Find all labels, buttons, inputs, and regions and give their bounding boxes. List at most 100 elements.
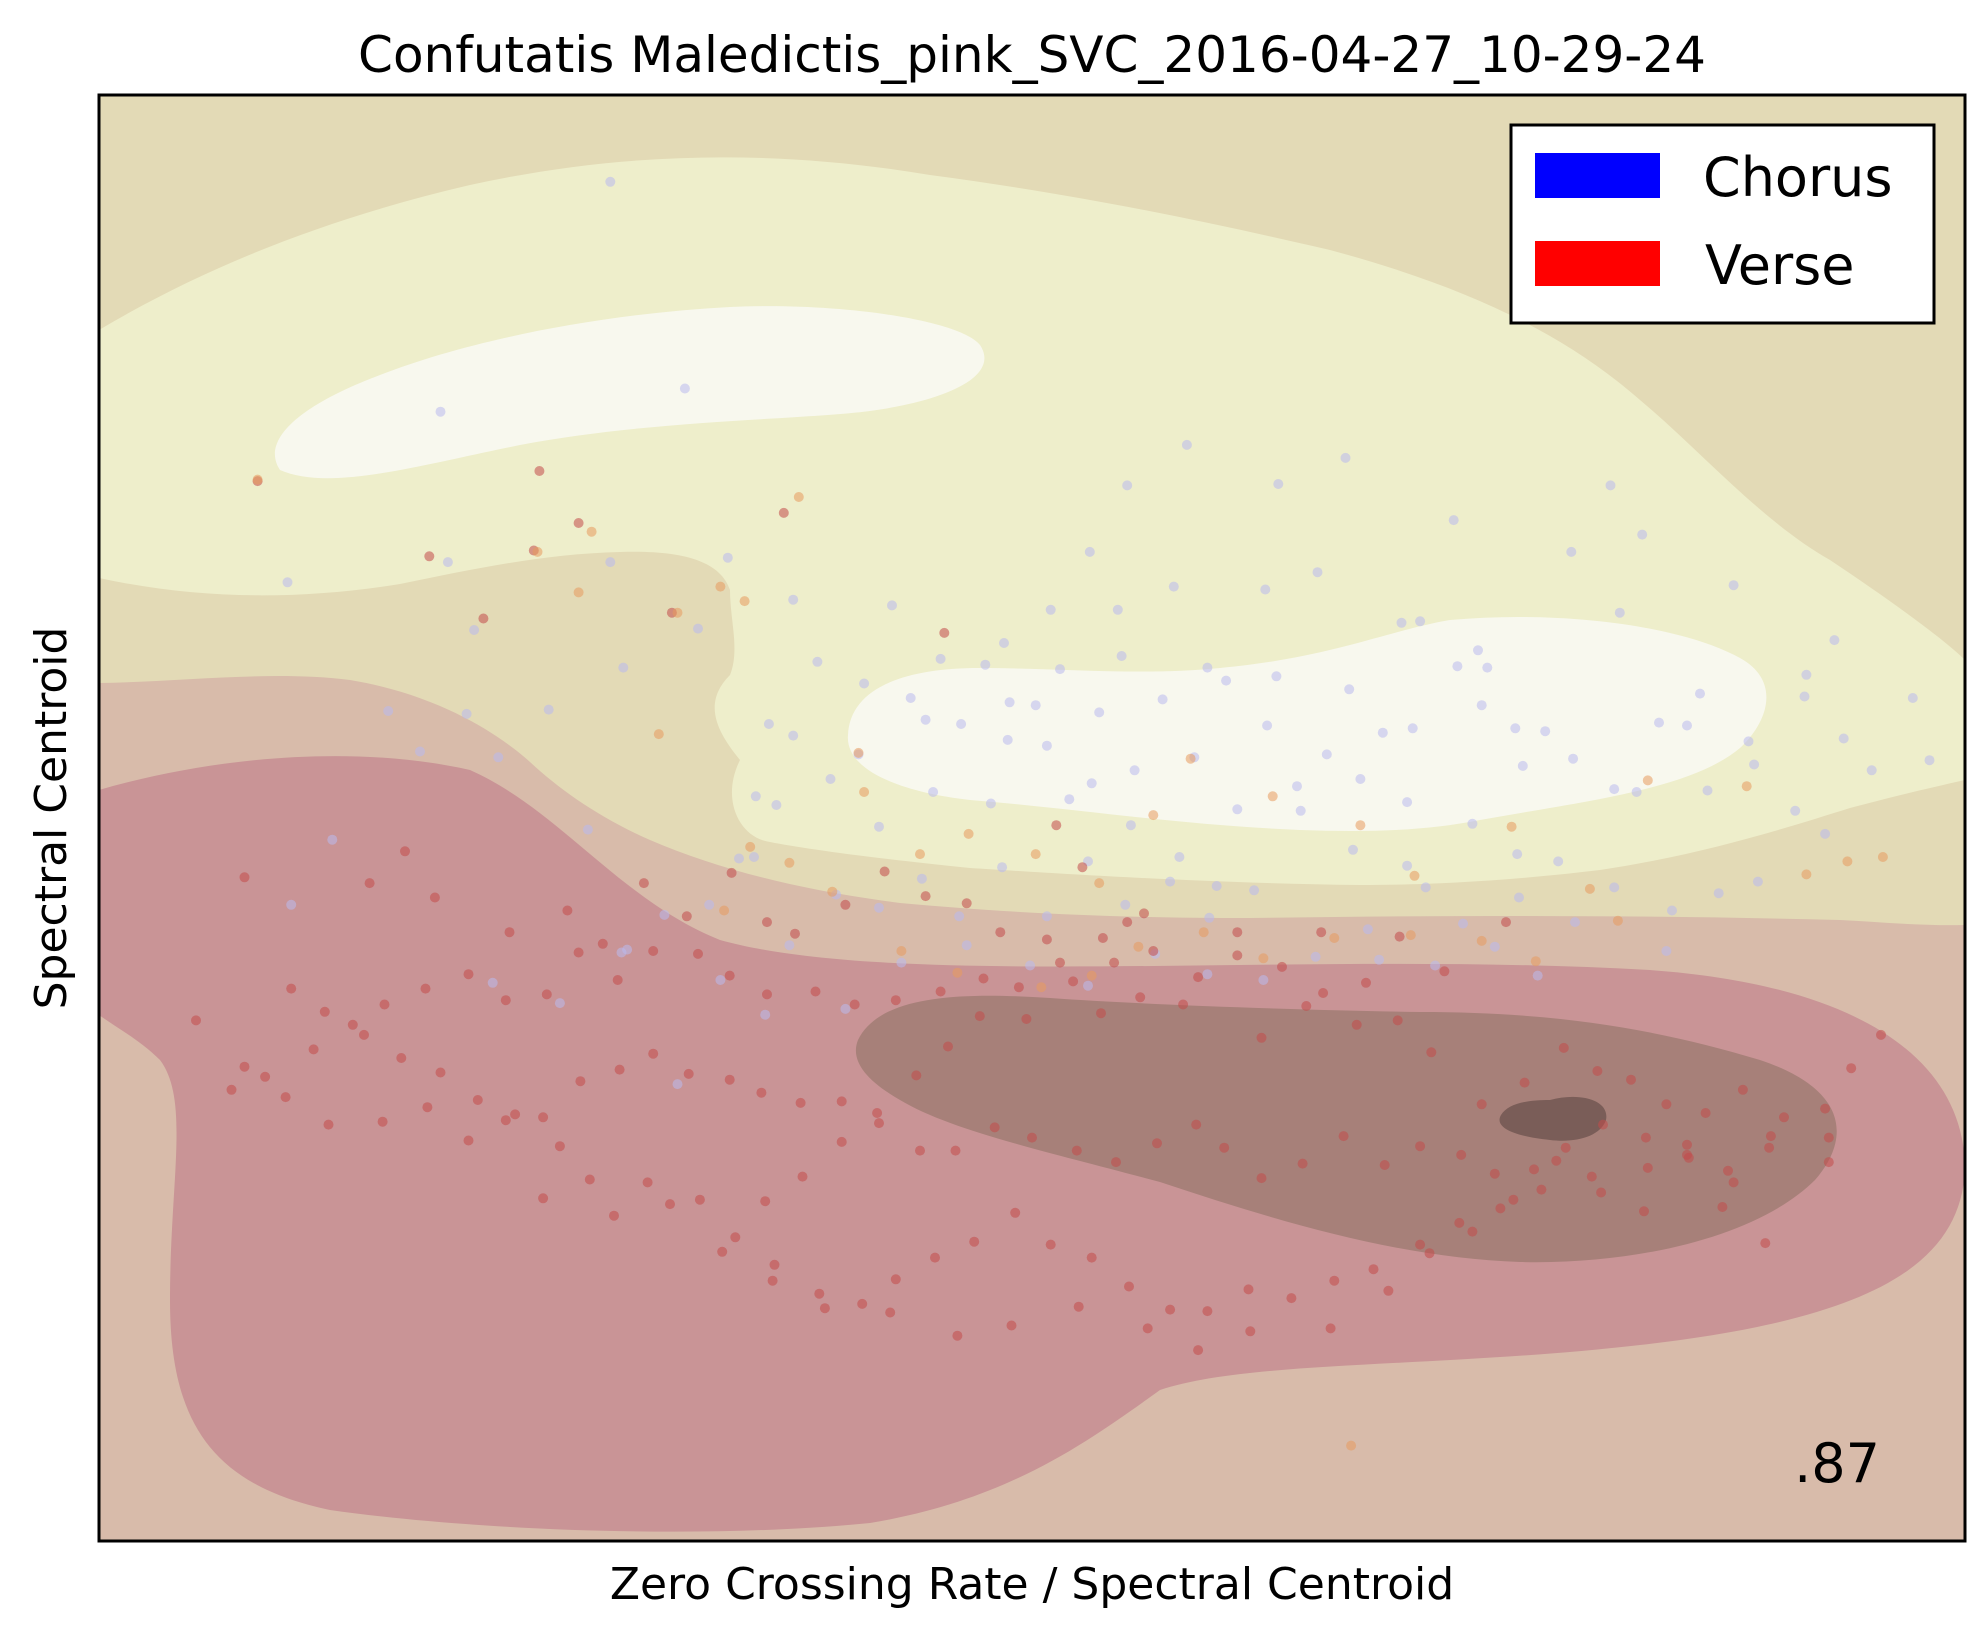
data-point: [1368, 1264, 1379, 1275]
data-point: [1519, 1077, 1530, 1088]
data-point: [1454, 1217, 1465, 1228]
data-point: [1122, 480, 1133, 491]
data-point: [239, 872, 250, 883]
data-point: [793, 492, 804, 502]
data-point: [1232, 950, 1243, 961]
data-point: [1355, 820, 1366, 831]
data-point: [1420, 882, 1431, 893]
data-point: [1415, 1239, 1426, 1250]
data-point: [1612, 915, 1623, 926]
data-point: [1297, 1158, 1308, 1169]
data-point: [726, 867, 737, 878]
data-point: [1077, 862, 1088, 873]
data-point: [1409, 870, 1420, 881]
data-point: [954, 911, 965, 922]
data-point: [1094, 878, 1105, 889]
data-point: [999, 638, 1009, 648]
data-point: [1142, 1323, 1153, 1334]
data-point: [1467, 1226, 1478, 1237]
data-point: [582, 824, 593, 835]
data-point: [857, 1298, 868, 1309]
data-point: [1004, 697, 1015, 708]
data-point: [819, 1303, 830, 1314]
data-point: [1642, 1162, 1653, 1173]
data-point: [1383, 1285, 1394, 1296]
data-point: [500, 995, 511, 1006]
data-point: [597, 938, 608, 949]
region-verse-dark: [855, 995, 1837, 1263]
data-point: [280, 1092, 291, 1103]
data-point: [1344, 684, 1355, 695]
data-point: [1402, 797, 1413, 808]
data-point: [1325, 1323, 1336, 1334]
data-point: [584, 1174, 595, 1185]
data-point: [1876, 1029, 1886, 1040]
data-point: [1510, 723, 1521, 734]
data-point: [429, 892, 440, 903]
data-point: [1073, 1301, 1084, 1312]
legend-label-chorus: Chorus: [1703, 146, 1893, 209]
data-point: [694, 1194, 705, 1205]
data-point: [1415, 616, 1426, 627]
data-point: [1202, 969, 1213, 980]
data-point: [1204, 912, 1215, 923]
data-point: [420, 983, 431, 994]
data-point: [478, 613, 489, 624]
data-point: [840, 1003, 851, 1014]
data-point: [1495, 1203, 1506, 1214]
data-point: [1823, 1157, 1834, 1168]
data-point: [1202, 662, 1213, 673]
data-point: [1219, 1142, 1230, 1153]
data-point: [1728, 1177, 1739, 1188]
legend-swatch-chorus: [1535, 153, 1660, 198]
data-point: [1193, 1345, 1204, 1356]
data-point: [359, 1029, 369, 1040]
data-point: [191, 1015, 201, 1026]
data-point: [715, 581, 726, 592]
data-point: [836, 1136, 847, 1147]
data-point: [1637, 529, 1648, 540]
data-point: [905, 693, 916, 703]
data-point: [642, 1177, 653, 1188]
data-point: [1728, 580, 1739, 591]
data-point: [995, 927, 1006, 938]
data-point: [1122, 917, 1133, 928]
data-point: [286, 983, 297, 994]
data-point: [1823, 1132, 1834, 1143]
data-point: [788, 730, 799, 741]
data-point: [812, 656, 823, 667]
data-point: [1292, 781, 1302, 792]
data-point: [1178, 999, 1189, 1010]
data-point: [532, 546, 543, 557]
data-point: [562, 905, 573, 916]
data-point: [961, 940, 972, 951]
data-point: [896, 957, 907, 968]
data-point: [1021, 1014, 1032, 1024]
data-point: [612, 975, 623, 985]
data-point: [756, 1087, 767, 1098]
data-point: [810, 986, 821, 997]
data-point: [943, 1041, 953, 1052]
data-point: [1262, 720, 1273, 731]
data-point: [825, 774, 836, 784]
data-point: [1568, 753, 1579, 764]
data-point: [935, 653, 946, 664]
data-point: [920, 891, 931, 902]
data-point: [1924, 755, 1935, 766]
data-point: [1530, 956, 1541, 967]
data-point: [379, 999, 390, 1010]
data-point: [1286, 1293, 1297, 1304]
data-point: [1506, 821, 1517, 832]
data-point: [1002, 734, 1013, 745]
data-point: [575, 1076, 586, 1087]
data-point: [1116, 651, 1127, 661]
data-point: [1055, 957, 1065, 968]
data-point: [879, 866, 890, 877]
data-point: [1467, 818, 1478, 829]
data-point: [538, 1112, 549, 1123]
data-point: [1473, 645, 1483, 656]
data-point: [1476, 1099, 1487, 1110]
data-point: [1609, 882, 1620, 893]
data-point: [771, 800, 782, 810]
data-point: [1489, 941, 1500, 952]
